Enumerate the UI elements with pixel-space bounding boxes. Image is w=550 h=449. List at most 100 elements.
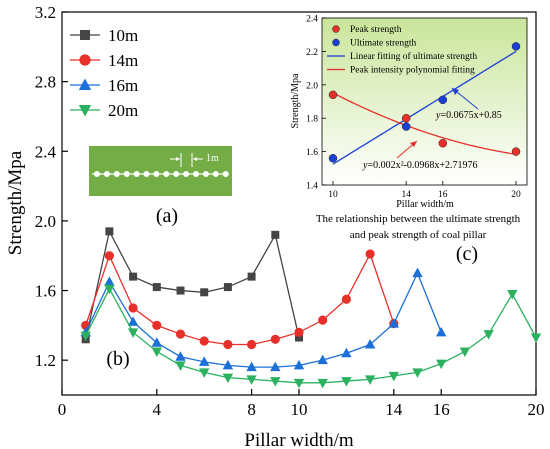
series-point-10m — [105, 227, 114, 236]
series-point-20m — [388, 371, 399, 382]
pillar-circle — [94, 171, 100, 177]
legend-label-16m: 16m — [108, 76, 138, 95]
series-point-14m — [341, 294, 351, 304]
scale-arrowhead-left — [176, 157, 180, 161]
series-point-14m — [294, 327, 304, 337]
series-point-20m — [412, 368, 423, 378]
pillar-circle — [123, 171, 130, 177]
main-y-tick-label: 2.4 — [35, 142, 57, 161]
linear-fit-pointer-head — [452, 88, 459, 95]
series-point-16m — [175, 351, 186, 361]
series-point-16m — [412, 267, 423, 278]
inset-c-caption-line-1: The relationship between the ultimate st… — [316, 213, 521, 225]
main-y-tick-label: 1.2 — [35, 351, 56, 370]
main-y-tick-label: 3.2 — [35, 3, 56, 22]
series-point-20m — [80, 331, 91, 342]
main-x-tick-label: 0 — [58, 400, 67, 419]
main-x-tick-label: 10 — [291, 400, 308, 419]
legend-label-20m: 20m — [108, 101, 138, 120]
scale-label: 1m — [206, 153, 219, 164]
main-x-tick-label: 16 — [433, 400, 450, 419]
main-y-tick-label: 2.0 — [35, 212, 56, 231]
series-point-14m — [270, 334, 280, 344]
inset-c-legend: Peak strength Ultimate strength Linear fit… — [327, 25, 477, 76]
inset-c-x-tick-label: 20 — [511, 190, 521, 200]
series-line-10m — [85, 229, 300, 340]
series-point-14m — [199, 336, 209, 346]
pillar-circle — [143, 171, 150, 177]
series-point-16m — [341, 347, 352, 358]
series-point-20m — [436, 359, 447, 370]
inset-c-point-1 — [511, 42, 521, 51]
series-point-16m — [270, 361, 281, 372]
pillar-circle — [133, 171, 140, 177]
linear-fit-eq-body: =0.0675x+0.85 — [440, 110, 501, 121]
inset-c-x-axis: 10 14 16 20 — [328, 181, 521, 200]
pillar-circle — [202, 171, 209, 177]
series-point-20m — [199, 368, 210, 378]
series-point-20m — [127, 328, 139, 338]
pillar-circle — [222, 171, 229, 177]
series-point-20m — [530, 333, 542, 344]
pillar-circle — [153, 171, 160, 177]
inset-c-plot-frame — [321, 17, 528, 186]
main-x-axis: 0 4 8 10 14 16 20 — [58, 389, 545, 419]
label-c: (c) — [456, 243, 478, 265]
inset-c-x-tick-label: 10 — [328, 190, 338, 200]
inset-c-legend-marker — [332, 25, 340, 33]
legend-marker-20m — [78, 105, 92, 117]
poly-fit-pointer-head — [410, 141, 417, 147]
series-point-20m — [151, 347, 162, 357]
legend-label-10m: 10m — [108, 26, 138, 45]
series-point-16m — [222, 359, 234, 370]
fit-line-1 — [332, 92, 517, 155]
main-x-tick-label: 20 — [528, 400, 545, 419]
series-point-10m — [176, 286, 185, 295]
svg-text:y=0.0675x+0.85: y=0.0675x+0.85 — [435, 110, 502, 121]
inset-c-legend-label: Peak intensity polynomial fitting — [350, 65, 475, 76]
inset-c-legend-label: Peak strength — [350, 25, 402, 35]
pillar-circle — [163, 171, 170, 177]
inset-c-y-tick-label: 2.2 — [306, 48, 318, 58]
inset-c-point-1 — [438, 95, 448, 105]
series-point-20m — [459, 347, 471, 357]
series-point-20m — [341, 377, 352, 387]
series-point-14m — [175, 329, 186, 339]
inset-c-chart: 1.4 1.6 1.8 2.0 2.2 2.4 10 14 16 20 Peak strengt… — [290, 15, 528, 265]
pillar-circle — [212, 171, 219, 177]
series-point-20m — [293, 378, 305, 389]
series-point-20m — [317, 378, 328, 389]
series-point-16m — [151, 337, 162, 347]
main-legend: 10m 14m 16m 20m — [70, 26, 138, 120]
main-x-axis-label: Pillar width/m — [244, 430, 353, 449]
series-point-16m — [388, 318, 399, 328]
inset-c-point-1 — [401, 122, 411, 131]
series-line-20m — [85, 287, 537, 384]
series-point-10m — [271, 230, 280, 239]
legend-label-14m: 14m — [108, 51, 138, 70]
series-point-14m — [318, 315, 328, 325]
series-point-16m — [364, 339, 376, 349]
series-point-20m — [175, 361, 186, 371]
label-a: (a) — [156, 205, 178, 227]
inset-c-point-0 — [328, 90, 338, 100]
series-point-16m — [199, 356, 210, 366]
fit-line-0 — [332, 50, 517, 165]
inset-c-caption-line-2: and peak strength of coal pillar — [350, 229, 487, 241]
pillar-circle — [103, 171, 110, 177]
series-point-20m — [104, 284, 115, 295]
series-point-20m — [507, 290, 518, 300]
inset-c-legend-marker — [332, 38, 340, 47]
legend-marker-16m — [78, 78, 92, 90]
series-point-14m — [223, 339, 233, 350]
inset-c-points — [328, 42, 521, 163]
series-point-20m — [222, 373, 234, 384]
series-point-16m — [104, 276, 115, 286]
inset-c-fit-lines — [332, 50, 517, 165]
series-line-16m — [85, 271, 442, 368]
inset-c-y-tick-label: 2.4 — [306, 15, 318, 25]
series-point-10m — [247, 272, 256, 281]
svg-text:y=0.002x²-0.0968x+2.71976: y=0.002x²-0.0968x+2.71976 — [362, 160, 478, 171]
main-x-tick-label: 4 — [153, 400, 162, 419]
poly-fit-eq-var: y — [362, 160, 368, 171]
